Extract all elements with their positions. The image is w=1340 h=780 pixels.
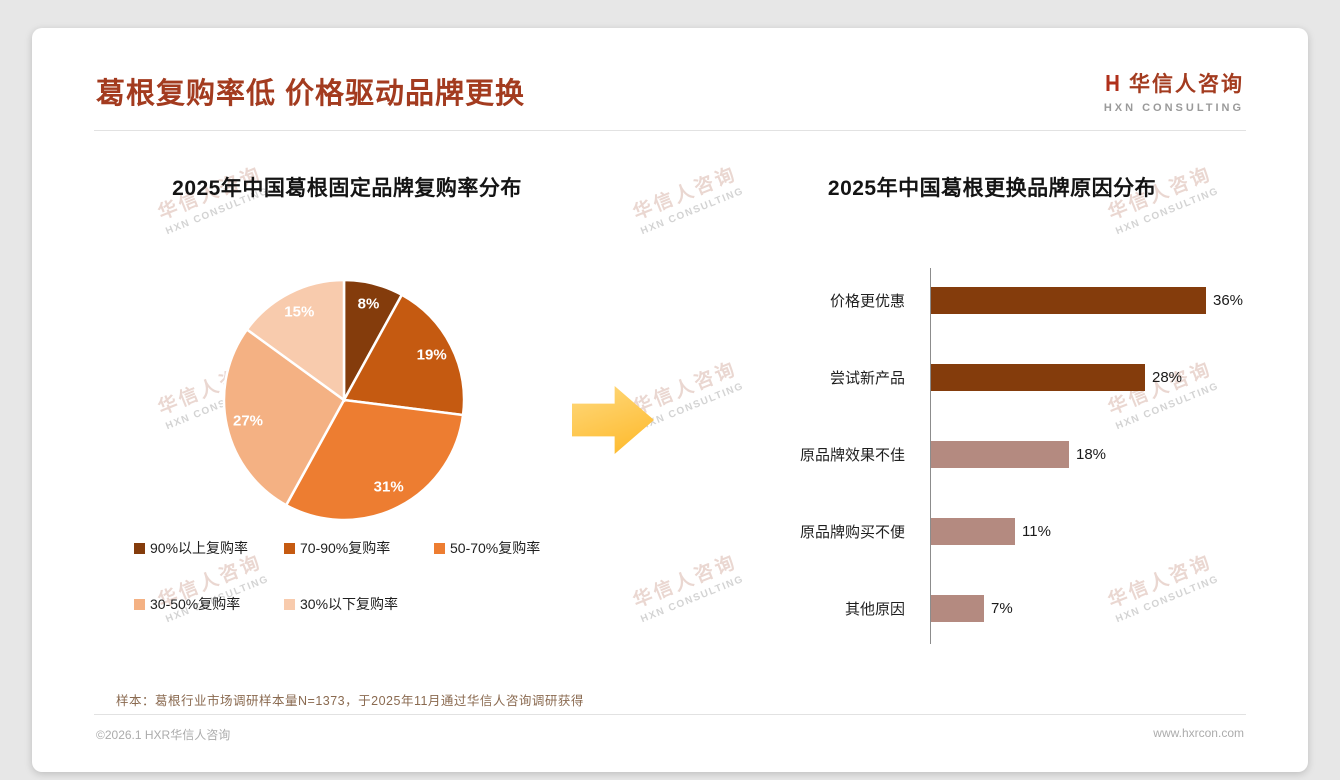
bar-row: 价格更优惠 36% xyxy=(732,262,1272,339)
bar-category-label: 尝试新产品 xyxy=(829,370,905,387)
bar-value-label: 36% xyxy=(1213,292,1244,309)
bar-value-label: 11% xyxy=(1022,523,1051,540)
company-logo: 华信人咨询 HXN CONSULTING xyxy=(1104,68,1244,114)
logo-name-row: 华信人咨询 xyxy=(1104,68,1244,98)
bar-chart: 价格更优惠 36% 尝试新产品 28% 原品牌效果不佳 18% 原品牌购买不便 11% 其他原因… xyxy=(732,262,1272,650)
pie-chart-title: 2025年中国葛根固定品牌复购率分布 xyxy=(172,177,522,200)
logo-icon xyxy=(1104,73,1122,93)
pie-slice xyxy=(222,327,346,507)
footer: ©2026.1 HXR华信人咨询 www.hxrcon.com xyxy=(96,726,1244,743)
logo-name-text: 华信人咨询 xyxy=(1129,73,1244,96)
legend-label: 70-90%复购率 xyxy=(300,540,391,556)
legend-item: 30%以下复购率 xyxy=(284,594,434,614)
right-arrow-icon xyxy=(572,386,654,454)
bar xyxy=(931,287,1206,314)
bar xyxy=(931,441,1069,468)
pie-value-label: 8% xyxy=(358,296,380,313)
legend-item: 50-70%复购率 xyxy=(434,538,584,558)
bar-value-label: 7% xyxy=(991,600,1013,617)
bar-row: 原品牌效果不佳 18% xyxy=(732,416,1272,493)
pie-legend: 90%以上复购率 70-90%复购率 50-70%复购率 30-50%复购率 30%以下… xyxy=(134,538,614,614)
pie-value-label: 15% xyxy=(284,303,314,320)
bar-chart-axis xyxy=(930,268,931,644)
bar xyxy=(931,518,1015,545)
header-divider xyxy=(94,130,1246,131)
legend-marker xyxy=(134,542,145,554)
pie-slice xyxy=(245,278,346,403)
page-title: 葛根复购率低 价格驱动品牌更换 xyxy=(96,78,526,110)
bar-category-label: 价格更优惠 xyxy=(829,293,905,310)
bar xyxy=(931,364,1145,391)
logo-tagline: HXN CONSULTING xyxy=(1103,102,1244,114)
legend-item: 70-90%复购率 xyxy=(284,538,434,558)
bar-category-label: 原品牌效果不佳 xyxy=(799,447,905,464)
pie-value-label: 27% xyxy=(233,412,263,429)
copyright-text: ©2026.1 HXR华信人咨询 xyxy=(96,728,231,742)
footer-divider xyxy=(94,714,1246,715)
bar-value-label: 28% xyxy=(1152,369,1183,386)
pie-value-label: 19% xyxy=(417,346,447,363)
bar-category-label: 原品牌购买不便 xyxy=(799,524,905,541)
pie-chart: 8% 19% 31% 27% 15% xyxy=(192,248,496,552)
sample-footnote: 样本：葛根行业市场调研样本量N=1373，于2025年11月通过华信人咨询调研获… xyxy=(116,694,584,708)
legend-item: 30-50%复购率 xyxy=(134,594,284,614)
bar-row: 原品牌购买不便 11% xyxy=(732,493,1272,570)
legend-marker xyxy=(434,542,445,554)
bar-category-label: 其他原因 xyxy=(844,601,905,618)
pie-slice xyxy=(284,398,465,522)
bar xyxy=(931,595,984,622)
website-url: www.hxrcon.com xyxy=(1153,726,1244,740)
legend-label: 50-70%复购率 xyxy=(450,540,541,556)
legend-marker xyxy=(134,598,145,610)
pie-slice xyxy=(342,293,466,417)
bar-rows: 价格更优惠 36% 尝试新产品 28% 原品牌效果不佳 18% 原品牌购买不便 11% 其他原因… xyxy=(732,262,1272,647)
slide-card: 华信人咨询 HXN CONSULTING 华信人咨询 HXN CONSULTING … xyxy=(32,28,1308,772)
legend-marker xyxy=(284,542,295,554)
legend-label: 30%以下复购率 xyxy=(300,596,399,612)
bar-row: 尝试新产品 28% xyxy=(732,339,1272,416)
pie-value-label: 31% xyxy=(374,479,404,496)
bar-chart-title: 2025年中国葛根更换品牌原因分布 xyxy=(827,177,1157,200)
legend-marker xyxy=(284,598,295,610)
legend-item: 90%以上复购率 xyxy=(134,538,284,558)
legend-label: 30-50%复购率 xyxy=(150,596,241,612)
bar-row: 其他原因 7% xyxy=(732,570,1272,647)
legend-label: 90%以上复购率 xyxy=(150,540,249,556)
bar-value-label: 18% xyxy=(1076,446,1107,463)
